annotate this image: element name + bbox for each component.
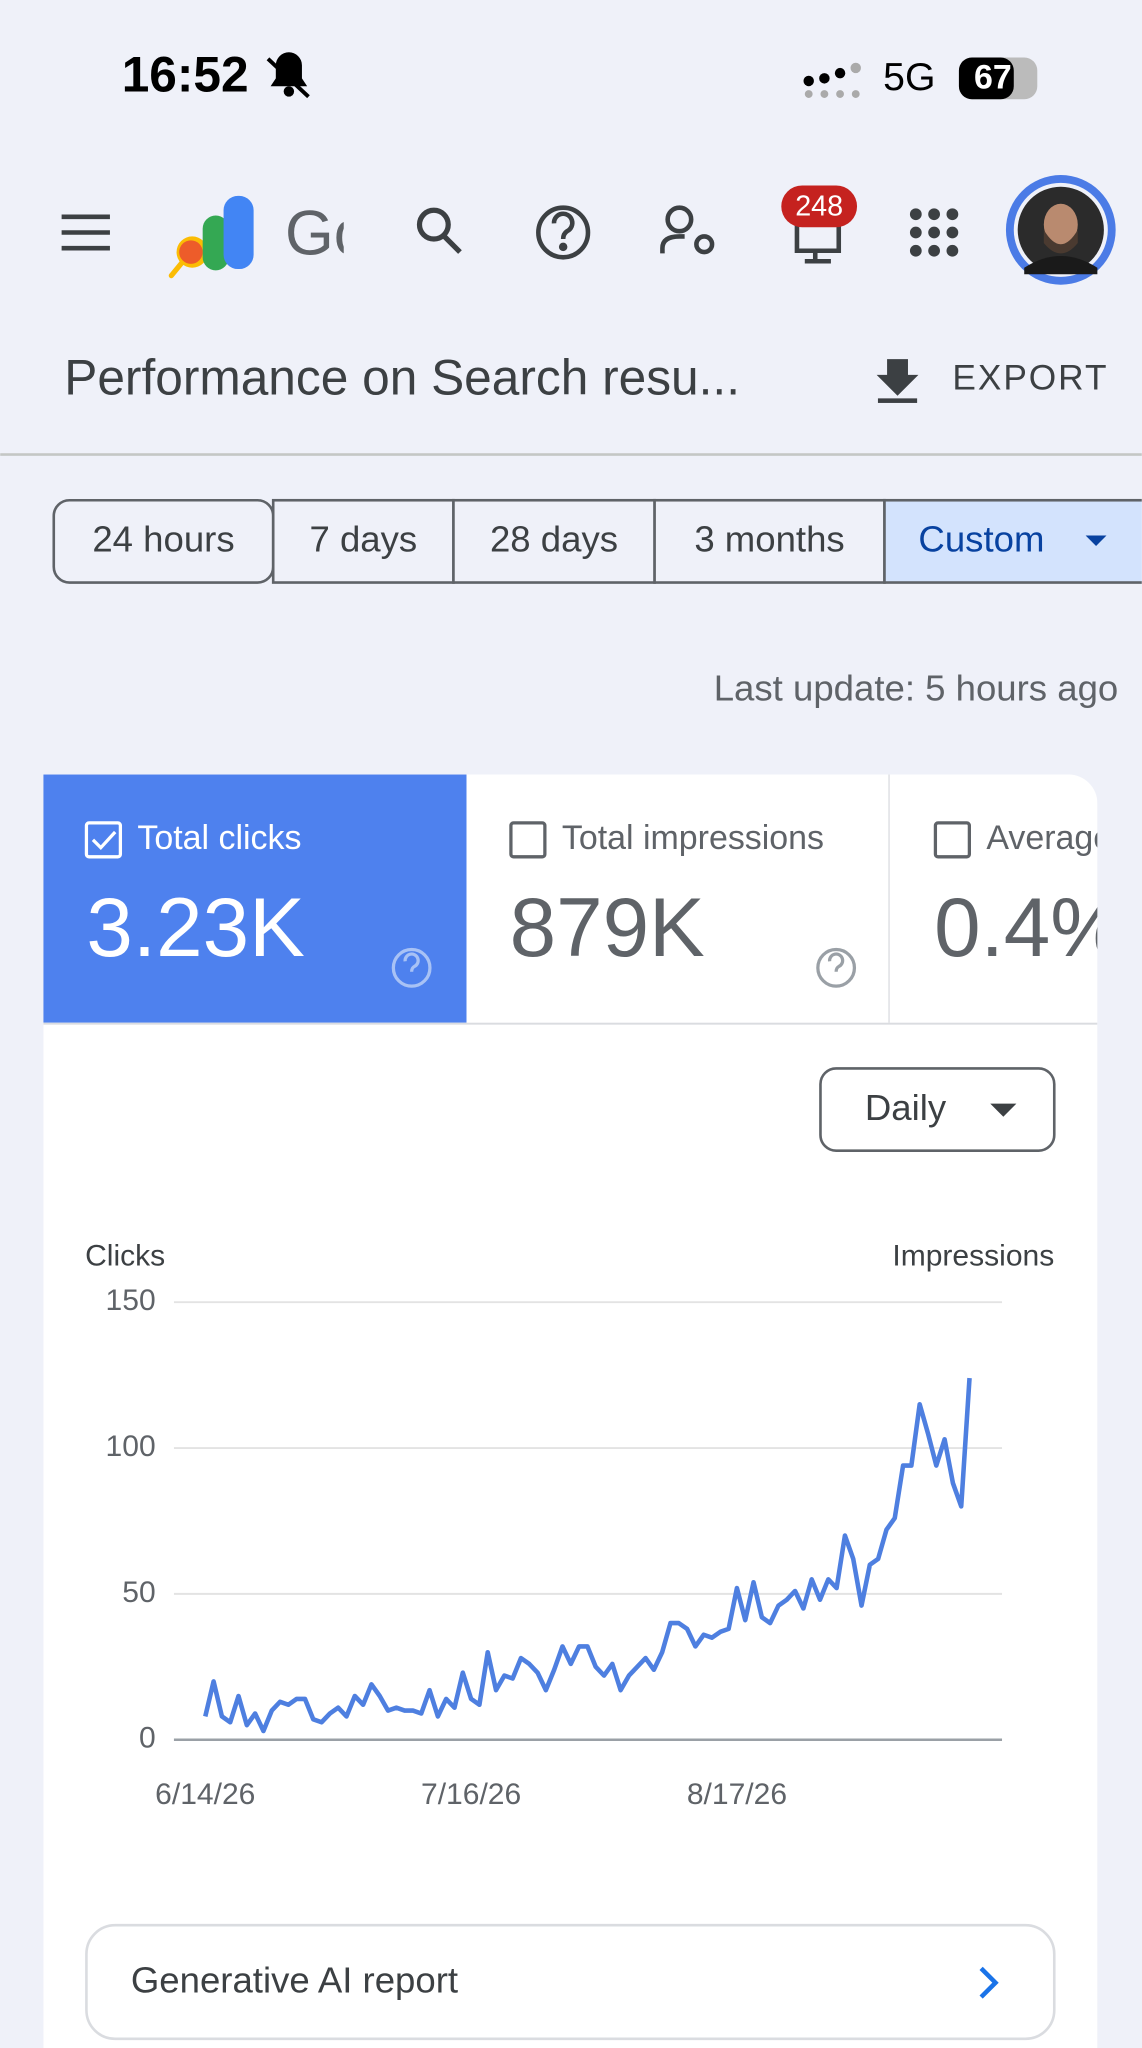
x-tick-label: 8/17/26 (687, 1778, 787, 1811)
notifications-button[interactable]: 248 (781, 185, 858, 264)
divider (0, 453, 1142, 456)
date-range-selector: 24 hours 7 days 28 days 3 months Custom (52, 498, 1142, 584)
metric-tile[interactable] (466, 774, 889, 1023)
app-name: Go (285, 198, 369, 268)
generative-ai-link[interactable]: Generative AI report (85, 1923, 1056, 2041)
metric-help[interactable] (816, 947, 857, 988)
card: Total clicks 3.23K Total impressions 879… (43, 774, 1124, 2048)
metric-label: Average (986, 819, 1112, 857)
checkbox[interactable] (509, 821, 547, 859)
date-range-label: Custom (918, 519, 1044, 560)
date-range-label: 24 hours (92, 519, 234, 560)
account-avatar[interactable] (1005, 175, 1116, 285)
metric-label: Total impressions (562, 819, 824, 857)
page-title: Performance on Search resu... (64, 349, 740, 405)
network-type: 5G (883, 56, 935, 99)
interval-dropdown[interactable]: Daily (819, 1067, 1056, 1152)
export-label: EXPORT (952, 358, 1108, 397)
clicks-line (203, 1377, 972, 1734)
dropdown-arrow (1085, 535, 1107, 546)
battery-percent: 67 (974, 59, 1012, 97)
metric-label: Total clicks (137, 819, 301, 857)
metric-tile-selected[interactable] (43, 774, 467, 1023)
date-range-chip[interactable] (653, 498, 886, 584)
ads-logo[interactable] (168, 195, 254, 279)
metric-value: 3.23K (86, 880, 304, 974)
line-chart: Clicks Impressions 0 50 100 150 6/14/26 7/16/26… (85, 1240, 1054, 1811)
last-update: Last update: 5 hours ago (714, 668, 1119, 709)
notification-count: 248 (795, 190, 843, 222)
date-range-chip[interactable] (271, 498, 455, 584)
mute-icon (266, 52, 310, 99)
date-range-label: 28 days (490, 519, 618, 560)
apps-button[interactable] (909, 208, 959, 257)
clock: 16:52 (122, 46, 249, 102)
x-tick-label: 6/14/26 (155, 1778, 255, 1811)
help-button[interactable] (536, 205, 591, 260)
checkbox[interactable] (84, 821, 123, 859)
signal-icon (803, 62, 861, 98)
date-range-chip[interactable] (452, 498, 656, 584)
checkbox[interactable] (933, 821, 971, 859)
tile-divider (888, 774, 890, 1023)
y-tick-label: 150 (106, 1284, 156, 1317)
y-tick-label: 100 (106, 1430, 156, 1463)
metric-help[interactable] (391, 947, 432, 988)
y-tick-label: 0 (139, 1722, 156, 1755)
date-range-label: 3 months (694, 519, 844, 560)
admin-button[interactable] (660, 205, 715, 255)
menu-button[interactable] (61, 214, 110, 251)
battery-level (958, 57, 1014, 100)
interval-label: Daily (865, 1087, 947, 1128)
date-range-label: 7 days (309, 519, 417, 560)
search-button[interactable] (416, 207, 462, 254)
tile-divider (43, 1022, 1098, 1025)
y-axis-title: Clicks (85, 1240, 165, 1273)
link-label: Generative AI report (131, 1959, 458, 2000)
y2-axis-title: Impressions (892, 1240, 1054, 1273)
metric-value: 0.4% (934, 880, 1124, 974)
metric-value: 879K (510, 880, 705, 974)
export-button[interactable]: EXPORT (876, 358, 1109, 403)
x-tick-label: 7/16/26 (421, 1778, 521, 1811)
y-tick-label: 50 (122, 1576, 155, 1609)
